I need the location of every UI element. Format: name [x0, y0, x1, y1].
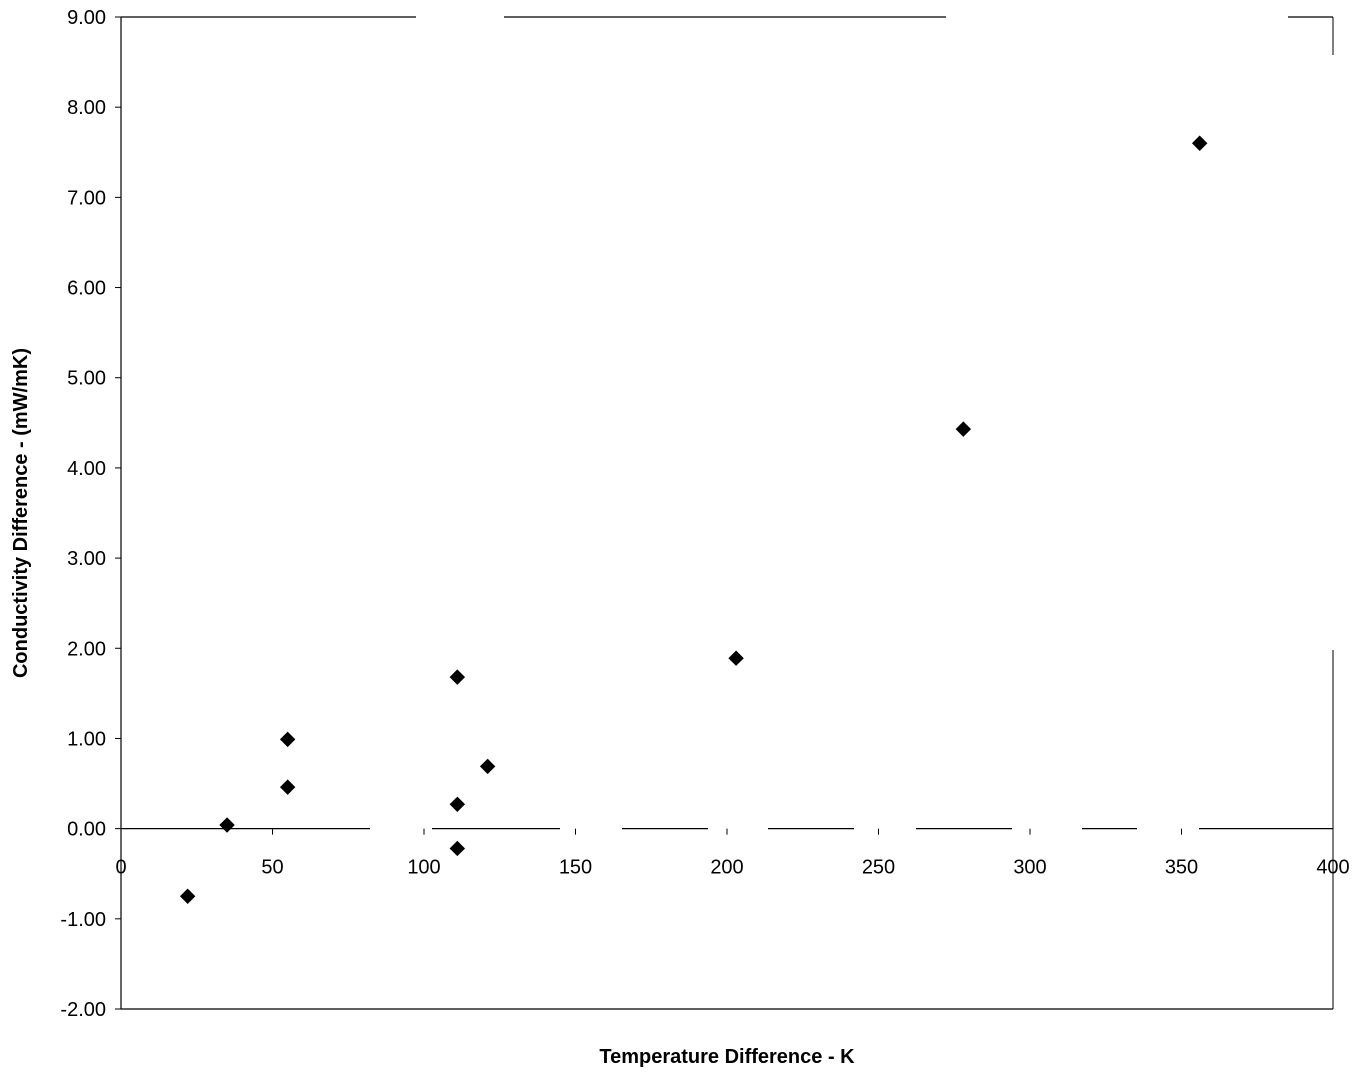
- x-tick-label: 150: [559, 857, 592, 879]
- data-point: [219, 817, 235, 833]
- y-axis: 9.00 8.00 7.00 6.00 5.00 4.00 3.00 2.00 1.00 0.00…: [60, 7, 121, 1021]
- y-tick-label: 5.00: [67, 368, 106, 390]
- data-series: [179, 135, 1208, 904]
- y-tick-label: 6.00: [67, 278, 106, 300]
- x-tick-label: 400: [1316, 857, 1349, 879]
- data-point: [449, 669, 466, 685]
- y-tick-label: -1.00: [60, 909, 106, 931]
- plot-frame: [120, 16, 1334, 1010]
- data-point: [728, 650, 744, 666]
- y-tick-label: 7.00: [67, 187, 106, 209]
- data-point: [279, 779, 296, 795]
- y-tick-label: 9.00: [67, 7, 106, 29]
- data-point: [449, 796, 466, 812]
- y-tick-label: 0.00: [67, 819, 106, 841]
- y-axis-title: Conductivity Difference - (mW/mK): [10, 348, 32, 678]
- plot-area: [121, 17, 1333, 1009]
- data-point: [1191, 135, 1208, 151]
- x-axis: 0 50 100 150 200 250 300 350 400: [115, 828, 1350, 879]
- x-axis-title: Temperature Difference - K: [599, 1046, 855, 1068]
- x-tick-label: 200: [710, 857, 743, 879]
- x-tick-label: 250: [862, 857, 895, 879]
- data-point: [279, 731, 296, 748]
- data-point: [955, 421, 972, 437]
- x-tick-label: 0: [115, 857, 126, 879]
- y-tick-label: 1.00: [67, 728, 106, 750]
- data-point: [449, 840, 466, 857]
- x-tick-label: 300: [1013, 857, 1046, 879]
- x-tick-label: 50: [261, 857, 283, 879]
- data-point: [479, 758, 496, 775]
- data-point: [179, 888, 196, 904]
- x-tick-label: 100: [407, 857, 440, 879]
- y-tick-label: 4.00: [67, 458, 106, 480]
- y-tick-label: 2.00: [67, 638, 106, 660]
- y-tick-label: -2.00: [60, 999, 106, 1021]
- y-tick-label: 3.00: [67, 548, 106, 570]
- y-tick-label: 8.00: [67, 97, 106, 119]
- x-tick-label: 350: [1165, 857, 1198, 879]
